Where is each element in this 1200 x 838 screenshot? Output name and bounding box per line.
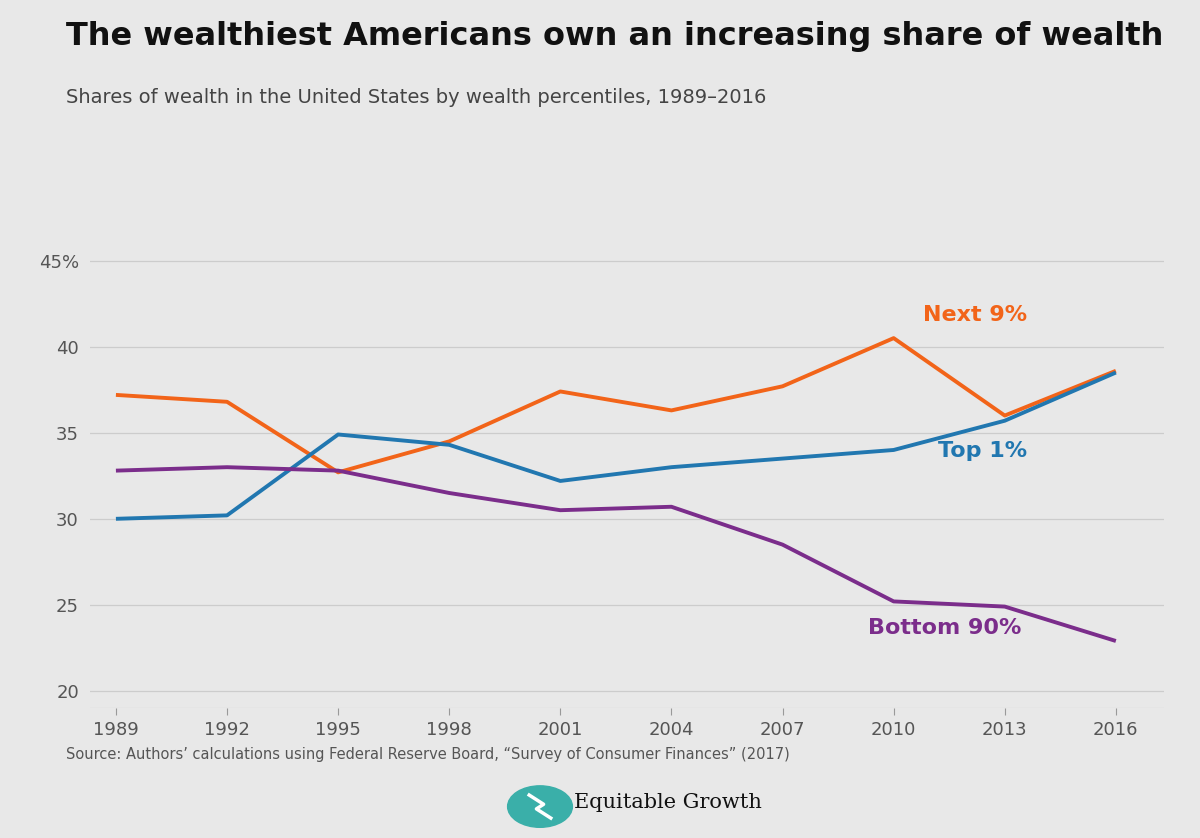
Circle shape [508,786,572,827]
Text: Equitable Growth: Equitable Growth [574,794,762,812]
Text: Top 1%: Top 1% [938,441,1027,461]
Text: Shares of wealth in the United States by wealth percentiles, 1989–2016: Shares of wealth in the United States by… [66,88,767,107]
Text: Source: Authors’ calculations using Federal Reserve Board, “Survey of Consumer F: Source: Authors’ calculations using Fede… [66,747,790,763]
Text: The wealthiest Americans own an increasing share of wealth: The wealthiest Americans own an increasi… [66,21,1163,52]
Text: Next 9%: Next 9% [923,305,1027,325]
Text: Bottom 90%: Bottom 90% [868,618,1021,638]
